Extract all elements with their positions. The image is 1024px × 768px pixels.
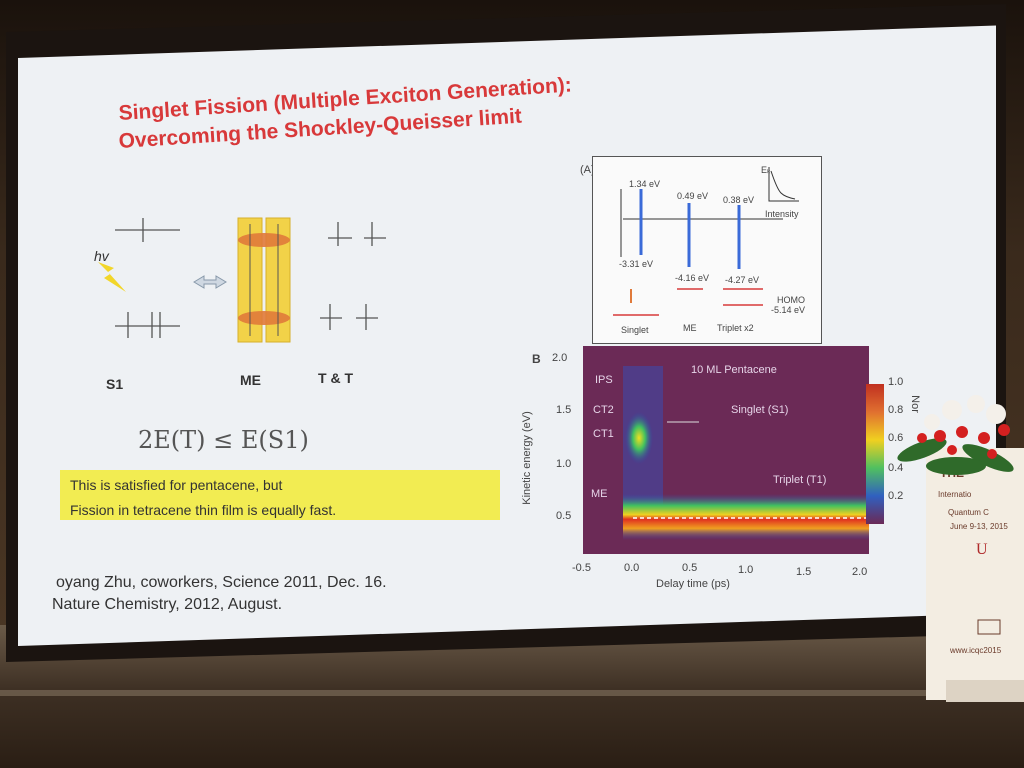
energy-2: 0.49 eV — [677, 191, 709, 201]
x-tick-0.0: 0.0 — [624, 562, 640, 574]
singlet-fission-diagram — [98, 217, 386, 343]
x-tick-1.0: 1.0 — [738, 564, 754, 576]
hv-label: hv — [94, 248, 109, 264]
x-tick-1.5: 1.5 — [796, 566, 812, 578]
heatmap-features — [623, 366, 869, 540]
energy-4: -3.31 eV — [619, 259, 654, 269]
x-tick-2.0: 2.0 — [852, 566, 868, 578]
state-me: ME — [591, 488, 608, 500]
cbar-tick-1.0: 1.0 — [888, 376, 904, 388]
y-tick-1.5: 1.5 — [556, 404, 572, 416]
svg-text:U: U — [976, 541, 988, 558]
inset-title: 10 ML Pentacene — [691, 364, 777, 376]
podium-line1: Internatio — [938, 490, 972, 499]
figure-b-panel-label: B — [532, 352, 541, 366]
cbar-tick-0.4: 0.4 — [888, 462, 904, 474]
energy-6: -4.27 eV — [725, 275, 760, 285]
cbar-tick-0.2: 0.2 — [888, 490, 904, 502]
figure-a-energy-diagram: 1.34 eV 0.49 eV 0.38 eV -3.31 eV -4.16 e… — [592, 156, 822, 344]
state-ips: IPS — [595, 374, 613, 386]
stage-edge — [0, 690, 1024, 696]
podium — [926, 448, 1024, 700]
podium-website: www.icqc2015 — [950, 646, 1002, 655]
figure-a-arrows — [613, 167, 799, 316]
podium-base — [946, 680, 1024, 702]
podium-logo: U — [976, 541, 1001, 635]
singlet-label: Singlet — [621, 325, 649, 335]
y-tick-0.5: 0.5 — [556, 510, 572, 522]
state-label-s1: S1 — [106, 376, 124, 392]
triplet-annotation: Triplet (T1) — [773, 474, 827, 486]
me-label: ME — [683, 323, 697, 333]
energy-7: -5.14 eV — [771, 305, 806, 315]
lightning-icon — [98, 262, 126, 292]
state-label-tt: T & T — [318, 370, 353, 386]
state-label-me: ME — [240, 372, 261, 388]
colorbar — [866, 384, 884, 524]
callout-line2: Fission in tetracene thin film is equall… — [70, 502, 337, 518]
triplet-label: Triplet x2 — [717, 323, 754, 333]
cbar-tick-0.8: 0.8 — [888, 404, 904, 416]
ek-label: Eₖ — [761, 165, 771, 175]
podium-line2: Quantum C — [948, 508, 989, 517]
state-ct2: CT2 — [593, 404, 614, 416]
cbar-tick-0.6: 0.6 — [888, 432, 904, 444]
x-tick-m0.5: -0.5 — [572, 562, 591, 574]
callout-line1: This is satisfied for pentacene, but — [70, 477, 283, 493]
x-axis-label: Delay time (ps) — [656, 578, 730, 590]
energy-3: 0.38 eV — [723, 195, 755, 205]
citation-line1: oyang Zhu, coworkers, Science 2011, Dec.… — [56, 574, 387, 591]
intensity-label: Intensity — [765, 209, 799, 219]
y-tick-2.0: 2.0 — [552, 352, 568, 364]
energy-condition-formula: 2E(T) ≤ E(S1) — [138, 426, 309, 454]
heatmap-plot: 10 ML Pentacene IPS CT2 CT1 ME Singlet (… — [583, 346, 869, 554]
podium-line3: June 9-13, 2015 — [950, 522, 1008, 531]
state-ct1: CT1 — [593, 428, 614, 440]
energy-1: 1.34 eV — [629, 179, 661, 189]
citation-line2: Nature Chemistry, 2012, August. — [52, 596, 283, 613]
callout-box: This is satisfied for pentacene, but Fis… — [60, 470, 500, 520]
energy-5: -4.16 eV — [675, 273, 710, 283]
figure-a-panel-label: (A) — [580, 164, 595, 176]
singlet-annotation: Singlet (S1) — [731, 404, 789, 416]
homo-label: HOMO — [777, 295, 805, 305]
y-tick-1.0: 1.0 — [556, 458, 572, 470]
y-axis-label: Kinetic energy (eV) — [520, 411, 533, 505]
flower-arrangement — [897, 395, 1014, 475]
x-tick-0.5: 0.5 — [682, 562, 698, 574]
